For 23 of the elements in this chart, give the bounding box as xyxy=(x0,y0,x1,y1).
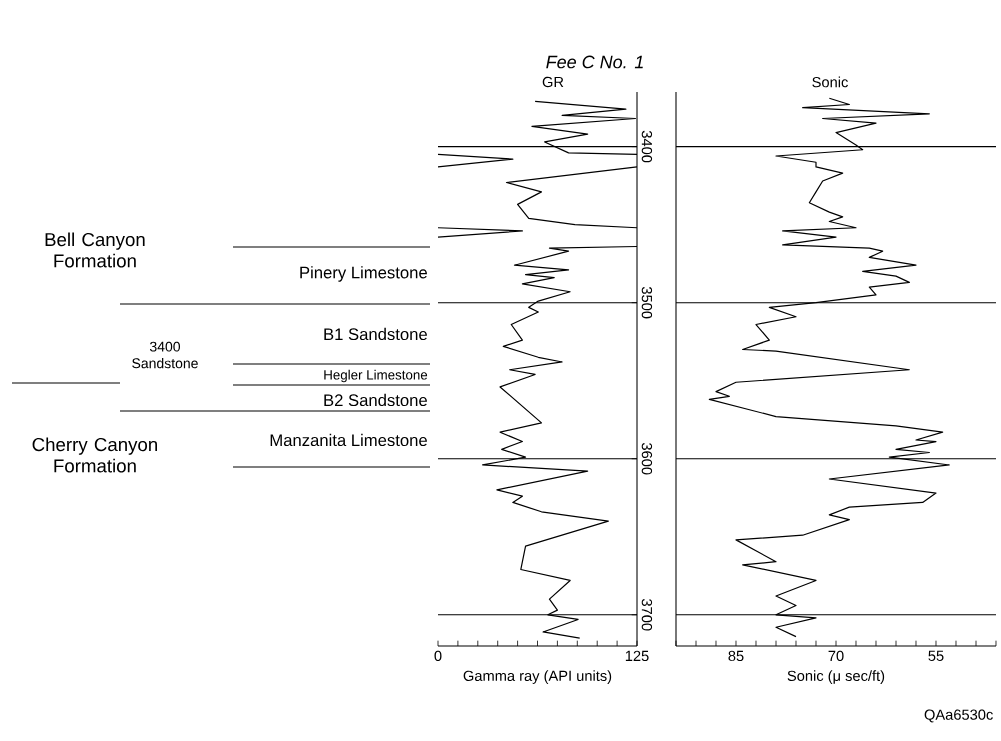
x-axis-title: Sonic (μ sec/ft) xyxy=(787,670,885,684)
text: Cherry Canyon Formation xyxy=(32,437,157,473)
text: B2 Sandstone xyxy=(324,393,427,407)
text: B1 Sandstone xyxy=(324,327,427,341)
y-tick-label: 3400 xyxy=(641,130,653,163)
x-tick-label: 0 xyxy=(434,650,442,662)
y-tick-label: 3500 xyxy=(641,286,653,319)
chart-title: Sonic xyxy=(812,76,848,88)
x-axis-title: Gamma ray (API units) xyxy=(463,670,612,684)
y-tick-label: 3700 xyxy=(641,599,653,631)
text: Bell Canyon Formation xyxy=(45,232,145,268)
x-tick-label: 55 xyxy=(928,650,944,661)
x-tick-label: 85 xyxy=(728,650,744,662)
x-tick-label: 125 xyxy=(625,650,649,662)
chart-subtitle: GR xyxy=(542,76,564,88)
text: Hegler Limestone xyxy=(324,369,428,383)
text: 3400 Sandstone xyxy=(132,341,198,369)
x-tick-label: 70 xyxy=(828,650,844,662)
text: QAa6530c xyxy=(924,709,993,723)
chart-title: Fee C No. 1 xyxy=(546,55,643,69)
y-tick-label: 3600 xyxy=(641,442,653,475)
text: Manzanita Limestone xyxy=(270,433,427,447)
text: Pinery Limestone xyxy=(300,266,427,282)
